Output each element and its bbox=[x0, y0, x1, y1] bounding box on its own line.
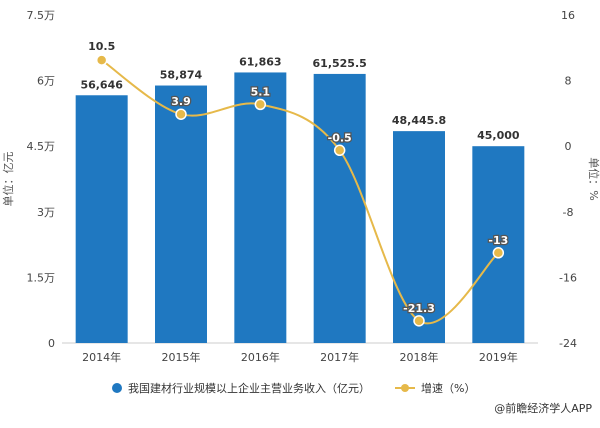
y-tick-right: -24 bbox=[559, 337, 577, 350]
growth-point bbox=[333, 144, 346, 157]
growth-point bbox=[254, 98, 267, 111]
y-axis-title-right: 单位：% bbox=[587, 157, 600, 200]
bar-value-label: 61,863 bbox=[239, 55, 281, 68]
growth-point bbox=[95, 54, 108, 66]
bars bbox=[75, 72, 525, 344]
x-tick-label: 2019年 bbox=[479, 350, 518, 364]
legend-marker-dot bbox=[401, 384, 409, 392]
growth-value-label: -13 bbox=[488, 234, 508, 247]
growth-point bbox=[492, 247, 505, 259]
x-tick-label: 2014年 bbox=[82, 350, 121, 364]
growth-value-label: 5.1 bbox=[251, 85, 271, 98]
legend: 我国建材行业规模以上企业主营业务收入（亿元） 增速（%） bbox=[112, 381, 475, 395]
y-tick-right: -16 bbox=[559, 271, 577, 284]
bar bbox=[472, 146, 525, 343]
y-tick-left: 1.5万 bbox=[27, 271, 56, 284]
growth-value-label: 3.9 bbox=[171, 95, 191, 108]
bar bbox=[75, 95, 128, 343]
y-tick-right: -8 bbox=[563, 206, 574, 219]
growth-line bbox=[95, 54, 505, 327]
bar-value-label: 45,000 bbox=[477, 129, 520, 142]
bar-value-label: 61,525.5 bbox=[313, 57, 367, 70]
bar bbox=[313, 73, 366, 344]
bar bbox=[155, 85, 207, 343]
y-tick-right: 8 bbox=[565, 75, 572, 88]
growth-value-label: -21.3 bbox=[403, 302, 435, 315]
data-labels: 56,646 58,874 61,863 61,525.5 48,445.8 45,000… bbox=[80, 40, 520, 316]
growth-value-label: 10.5 bbox=[88, 40, 115, 53]
growth-point bbox=[413, 315, 425, 327]
bar-value-label: 56,646 bbox=[80, 78, 123, 91]
y-tick-left: 6万 bbox=[37, 75, 55, 88]
y-tick-right: 0 bbox=[565, 140, 572, 153]
legend-label-bar: 我国建材行业规模以上企业主营业务收入（亿元） bbox=[128, 381, 370, 395]
x-tick-label: 2018年 bbox=[400, 350, 439, 364]
y-tick-left: 4.5万 bbox=[27, 140, 56, 153]
legend-marker-bar bbox=[112, 383, 122, 393]
source-credit: @前瞻经济学人APP bbox=[494, 400, 592, 416]
x-tick-label: 2015年 bbox=[162, 350, 201, 364]
x-tick-label: 2016年 bbox=[241, 350, 280, 364]
bar bbox=[393, 131, 445, 343]
growth-point bbox=[175, 108, 187, 120]
y-axis-title-left: 单位：亿元 bbox=[1, 152, 15, 207]
bar-value-label: 58,874 bbox=[160, 69, 203, 82]
x-tick-label: 2017年 bbox=[320, 350, 359, 364]
growth-value-label: -0.5 bbox=[328, 131, 352, 144]
source-text: @前瞻经济学人APP bbox=[494, 402, 592, 415]
y-tick-left: 3万 bbox=[37, 206, 55, 219]
axes: 0 1.5万 3万 4.5万 6万 7.5万 -24 -16 -8 0 8 16 单位：亿元 单位：% 20… bbox=[1, 9, 600, 364]
y-tick-left: 7.5万 bbox=[27, 9, 56, 22]
bar-value-label: 48,445.8 bbox=[392, 114, 446, 127]
legend-label-line: 增速（%） bbox=[421, 381, 475, 395]
y-tick-left: 0 bbox=[48, 337, 55, 350]
y-tick-right: 16 bbox=[561, 9, 575, 22]
bar bbox=[234, 72, 287, 343]
